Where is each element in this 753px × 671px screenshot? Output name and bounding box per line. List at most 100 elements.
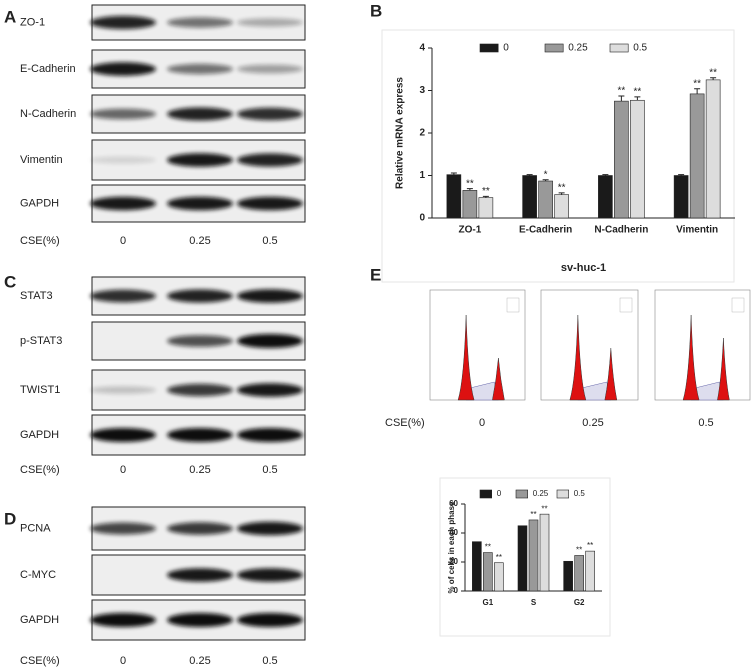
- blot-band: [90, 386, 156, 394]
- flow-g1-peak: [682, 314, 700, 401]
- significance-label: **: [617, 86, 625, 97]
- condition-label: 0.5: [698, 417, 713, 429]
- bar: [554, 194, 569, 219]
- condition-label: 0.5: [262, 235, 277, 247]
- flow-legend: [731, 297, 745, 313]
- cse-label: CSE(%): [20, 655, 60, 667]
- bar: [478, 197, 494, 219]
- error-bar: [710, 77, 717, 80]
- condition-label: 0.5: [262, 655, 277, 667]
- condition-label: 0.25: [189, 655, 210, 667]
- x-tick-label: ZO-1: [458, 225, 481, 236]
- bar: [598, 175, 613, 219]
- blot-band: [237, 289, 303, 303]
- legend-swatch: [556, 489, 569, 499]
- blot-band: [237, 383, 303, 397]
- y-tick-label: 4: [419, 43, 425, 54]
- bar: [614, 100, 629, 219]
- legend-swatch: [479, 43, 499, 53]
- bar: [630, 99, 645, 219]
- condition-label: 0.25: [189, 235, 210, 247]
- condition-label: 0.25: [189, 464, 210, 476]
- y-tick-label: 20: [449, 557, 458, 566]
- significance-label: **: [466, 178, 474, 189]
- bar: [539, 513, 550, 592]
- significance-label: **: [485, 543, 491, 552]
- blot-band: [237, 18, 303, 27]
- blot-row-label: PCNA: [20, 522, 51, 534]
- blot-band: [90, 522, 156, 535]
- significance-label: **: [576, 546, 582, 555]
- condition-label: 0.25: [582, 417, 603, 429]
- blot-row-label: STAT3: [20, 290, 53, 302]
- flow-legend: [619, 297, 633, 313]
- blot-band: [90, 289, 156, 303]
- y-tick-label: 0: [454, 586, 459, 595]
- bar: [585, 550, 595, 592]
- significance-label: **: [693, 78, 701, 89]
- blot-band: [167, 613, 233, 627]
- legend-label: 0: [497, 489, 502, 498]
- bar: [689, 93, 705, 219]
- blot-band: [237, 153, 303, 167]
- legend-swatch: [515, 489, 528, 499]
- bar: [522, 175, 537, 219]
- blot-band: [167, 383, 233, 397]
- blot-band: [90, 15, 156, 30]
- error-bar: [678, 174, 685, 176]
- legend-swatch: [479, 489, 492, 499]
- blot-row-label: p-STAT3: [20, 335, 62, 347]
- bar: [472, 541, 482, 592]
- blot-band: [237, 568, 303, 582]
- panel-letter: A: [4, 7, 16, 26]
- flow-g2-peak: [492, 357, 505, 401]
- panel-letter: C: [4, 272, 16, 291]
- condition-label: 0: [479, 417, 485, 429]
- y-tick-label: 0: [419, 213, 425, 224]
- significance-label: **: [496, 553, 502, 562]
- blot-band: [167, 17, 233, 28]
- blot-row-label: E-Cadherin: [20, 63, 76, 75]
- condition-label: 0: [120, 464, 126, 476]
- bar: [517, 525, 528, 592]
- cse-label: CSE(%): [385, 417, 425, 429]
- significance-label: **: [633, 87, 641, 98]
- blot-band: [90, 196, 156, 211]
- bar: [574, 555, 584, 592]
- y-axis-label: % of cells in each phase: [447, 501, 456, 594]
- bar: [483, 552, 493, 592]
- significance-label: **: [482, 186, 490, 197]
- error-bar: [542, 179, 549, 182]
- panel-letter: B: [370, 1, 382, 20]
- blot-row-label: N-Cadherin: [20, 108, 76, 120]
- y-tick-label: 3: [419, 85, 425, 96]
- y-tick-label: 40: [449, 528, 458, 537]
- error-bar: [482, 195, 489, 198]
- blot-band: [167, 428, 233, 442]
- blot-band: [167, 522, 233, 535]
- legend-label: 0.25: [533, 489, 549, 498]
- legend-label: 0.25: [568, 43, 588, 54]
- flow-g2-peak: [717, 337, 730, 401]
- blot-band: [237, 196, 303, 211]
- bar: [563, 560, 573, 592]
- error-bar: [450, 172, 457, 175]
- flow-g1-peak: [569, 314, 587, 401]
- blot-band: [167, 335, 233, 347]
- cse-label: CSE(%): [20, 464, 60, 476]
- blot-band: [237, 107, 303, 121]
- flow-g1-peak: [457, 314, 475, 401]
- blot-row-label: C-MYC: [20, 569, 56, 581]
- blot-row-label: GAPDH: [20, 429, 59, 441]
- legend-swatch: [609, 43, 629, 53]
- error-bar: [634, 96, 641, 101]
- bar: [446, 174, 462, 219]
- x-axis-label: sv-huc-1: [561, 262, 606, 274]
- blot-band: [90, 62, 156, 76]
- x-tick-label: G2: [574, 598, 585, 607]
- significance-label: **: [541, 504, 547, 513]
- bar: [528, 519, 539, 592]
- error-bar: [526, 174, 533, 176]
- chart-frame: [381, 29, 735, 283]
- blot-row-label: GAPDH: [20, 197, 59, 209]
